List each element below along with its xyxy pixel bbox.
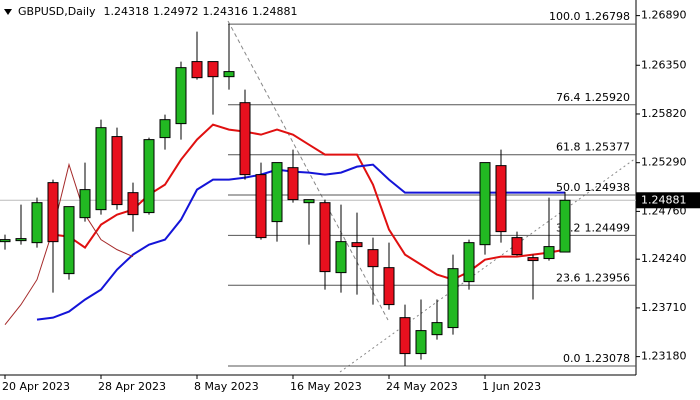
candle-body — [271, 162, 283, 223]
indicator-line — [36, 163, 565, 321]
current-price-label: 1.24881 — [641, 193, 687, 206]
menu-triangle — [4, 9, 12, 15]
fib-label: 100.0 1.26798 — [549, 10, 630, 23]
indicator-line — [4, 162, 134, 325]
candle-body — [383, 267, 395, 306]
y-tick-label: 1.25820 — [641, 107, 687, 120]
fib-price: 1.25377 — [585, 141, 631, 154]
symbol: GBPUSD,Daily — [18, 5, 96, 18]
y-tick-label: 1.25290 — [641, 156, 687, 169]
candle-body — [175, 67, 187, 125]
fib-price: 1.24938 — [585, 181, 631, 194]
candle-body — [143, 139, 155, 214]
candle-body — [415, 330, 427, 355]
x-tick-label: 20 Apr 2023 — [2, 380, 70, 393]
candle-body — [191, 61, 203, 79]
fib-label: 50.0 1.24938 — [556, 181, 630, 194]
candle-body — [15, 238, 27, 242]
header-close: 1.24881 — [252, 5, 298, 18]
candle-body — [543, 246, 555, 260]
candle-body — [303, 199, 315, 204]
candle-body — [287, 167, 299, 201]
candle-body — [159, 119, 171, 139]
y-tick-label: 1.26350 — [641, 58, 687, 71]
fib-price: 1.26798 — [585, 10, 631, 23]
candle-body — [127, 192, 139, 216]
fib-label: 61.8 1.25377 — [556, 141, 630, 154]
header-open: 1.24318 — [104, 5, 150, 18]
candle-body — [0, 239, 11, 243]
candle-body — [335, 241, 347, 274]
candle-body — [63, 206, 75, 275]
x-tick-label: 8 May 2023 — [194, 380, 259, 393]
x-tick-label: 28 Apr 2023 — [98, 380, 166, 393]
fib-level: 100.0 — [549, 10, 581, 23]
candle-body — [559, 199, 571, 253]
header-high: 1.24972 — [153, 5, 199, 18]
fib-label: 76.4 1.25920 — [556, 91, 630, 104]
fib-level: 50.0 — [556, 181, 581, 194]
candle-body — [447, 268, 459, 329]
candle-body — [79, 189, 91, 219]
y-tick-label: 1.26890 — [641, 9, 687, 22]
current-price-box — [636, 192, 700, 209]
fib-level: 61.8 — [556, 141, 581, 154]
candle-body — [207, 61, 219, 78]
candle-body — [511, 237, 523, 256]
chart-header: GBPUSD,Daily 1.24318 1.24972 1.24316 1.24881 — [18, 5, 298, 18]
candle-body — [495, 165, 507, 233]
fib-label: 23.6 1.23956 — [556, 271, 630, 284]
fib-price: 1.24499 — [585, 221, 631, 234]
fib-price: 1.23956 — [585, 271, 631, 284]
candle-body — [351, 242, 363, 248]
fib-price: 1.25920 — [585, 91, 631, 104]
candle-body — [223, 71, 235, 78]
fan-line — [339, 157, 637, 373]
y-tick-label: 1.24240 — [641, 252, 687, 265]
candle-body — [111, 136, 123, 206]
candle-body — [255, 174, 267, 239]
candle-body — [367, 249, 379, 268]
candle-body — [31, 202, 43, 244]
fib-trend-line — [227, 20, 389, 321]
fib-level: 23.6 — [556, 271, 581, 284]
x-tick-label: 1 Jun 2023 — [482, 380, 541, 393]
fib-label: 0.0 1.23078 — [563, 352, 630, 365]
header-low: 1.24316 — [203, 5, 249, 18]
x-tick-label: 24 May 2023 — [386, 380, 458, 393]
x-tick-label: 16 May 2023 — [290, 380, 362, 393]
candle-body — [47, 182, 59, 243]
fib-level: 76.4 — [556, 91, 581, 104]
candle-body — [527, 257, 539, 262]
candle-body — [431, 322, 443, 336]
candle-body — [463, 242, 475, 283]
candle-body — [95, 127, 107, 211]
candle-body — [399, 317, 411, 355]
fib-price: 1.23078 — [585, 352, 631, 365]
y-tick-label: 1.23710 — [641, 301, 687, 314]
candle-body — [479, 162, 491, 246]
candle-body — [319, 202, 331, 273]
y-tick-label: 1.23180 — [641, 350, 687, 363]
fib-level: 0.0 — [563, 352, 581, 365]
candle-body — [239, 102, 251, 176]
